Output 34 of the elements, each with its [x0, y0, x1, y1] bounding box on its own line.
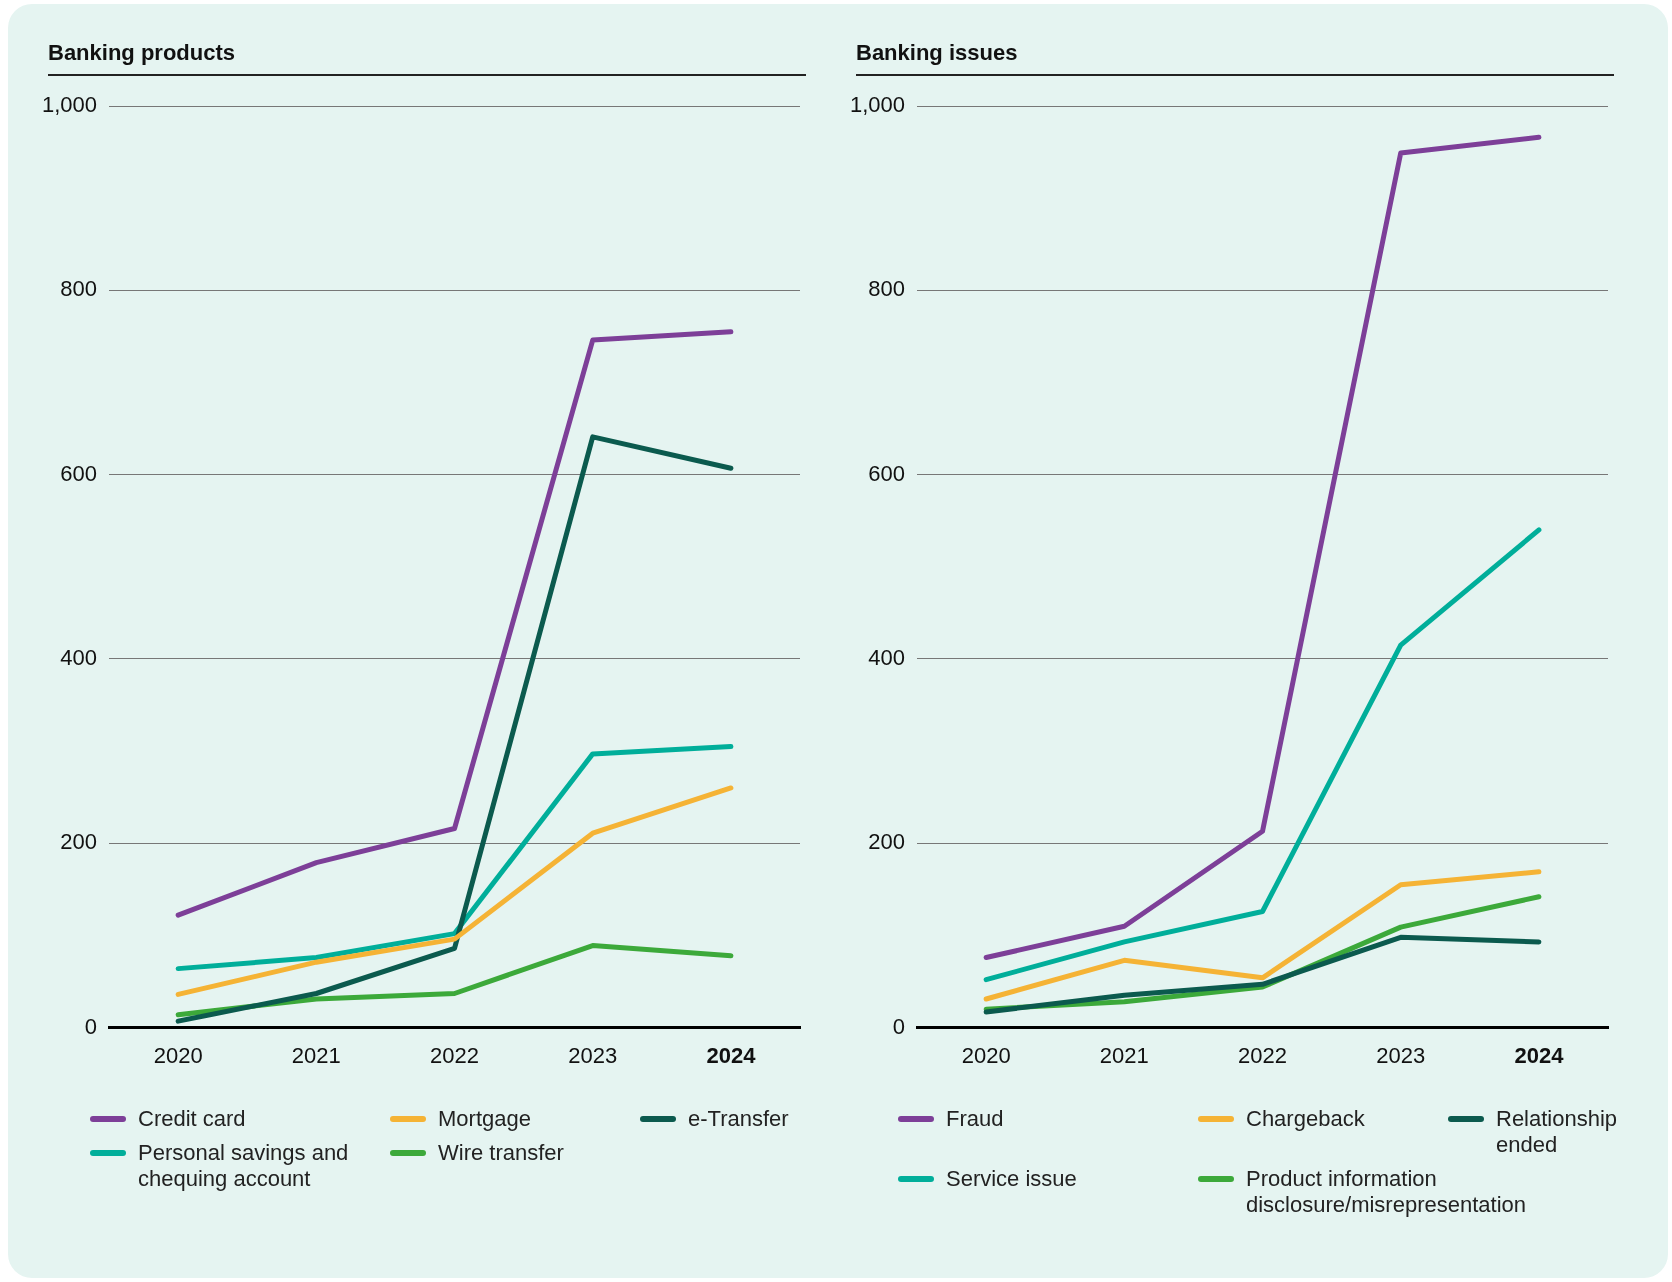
legend-label: e-Transfer — [688, 1106, 789, 1132]
y-tick-label: 1,000 — [41, 92, 98, 118]
legend-label: Personal savings and chequing account — [138, 1140, 350, 1192]
x-tick-label: 2022 — [1238, 1042, 1287, 1068]
legend-label: Relationship ended — [1496, 1106, 1619, 1158]
legend-label: Credit card — [138, 1106, 246, 1132]
x-tick-label: 2020 — [961, 1042, 1011, 1068]
legend-label: Fraud — [946, 1106, 1004, 1132]
legend-label: Wire transfer — [438, 1140, 564, 1166]
y-tick-label: 200 — [868, 829, 906, 855]
y-tick-label: 400 — [60, 645, 98, 671]
x-tick-label: 2024 — [1514, 1042, 1565, 1068]
x-tick-label: 2023 — [1376, 1042, 1426, 1068]
chart-title: Banking issues — [856, 40, 1614, 76]
y-tick-label: 400 — [868, 645, 906, 671]
y-tick-label: 800 — [868, 276, 906, 302]
x-tick-label: 2021 — [1099, 1042, 1149, 1068]
legend-label: Product information disclosure/misrepresentation — [1246, 1166, 1527, 1218]
x-tick-label: 2020 — [153, 1042, 203, 1068]
x-tick-label: 2024 — [706, 1042, 757, 1068]
y-tick-label: 600 — [60, 460, 98, 486]
y-tick-label: 0 — [892, 1013, 906, 1039]
x-tick-label: 2021 — [291, 1042, 341, 1068]
x-tick-label: 2022 — [430, 1042, 479, 1068]
legend-label: Service issue — [946, 1166, 1077, 1192]
y-tick-label: 600 — [868, 460, 906, 486]
y-tick-label: 200 — [60, 829, 98, 855]
y-tick-label: 1,000 — [849, 92, 906, 118]
legend-label: Mortgage — [438, 1106, 531, 1132]
y-tick-label: 800 — [60, 276, 98, 302]
legend-label: Chargeback — [1246, 1106, 1365, 1132]
chart-title: Banking products — [48, 40, 806, 76]
y-tick-label: 0 — [84, 1013, 98, 1039]
x-tick-label: 2023 — [568, 1042, 618, 1068]
